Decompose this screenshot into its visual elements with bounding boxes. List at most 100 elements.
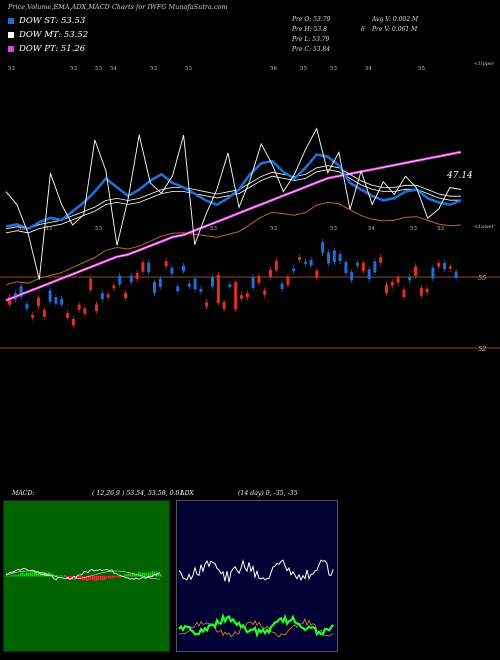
- macd-panel: [3, 500, 170, 652]
- macd-histogram-bar: [134, 573, 136, 577]
- bottom-tick-label: 53: [45, 226, 52, 232]
- macd-histogram-bar: [56, 575, 58, 577]
- candle-body: [66, 313, 69, 318]
- candle-body: [193, 278, 197, 290]
- candle-body: [153, 281, 156, 294]
- macd-histogram-bar: [106, 576, 108, 579]
- macd-histogram-bar: [128, 573, 130, 577]
- candle-body: [402, 289, 406, 297]
- candle-body: [129, 275, 133, 283]
- adx-chart: [178, 559, 334, 638]
- macd-histogram-bar: [44, 571, 46, 577]
- candle-body: [327, 252, 330, 264]
- candle-body: [385, 284, 388, 294]
- candle-body: [274, 260, 278, 271]
- stat-pre-high: Pre H: 53.8: [292, 26, 327, 33]
- macd-title: MACD:: [12, 490, 35, 497]
- macd-histogram-bar: [28, 572, 30, 577]
- macd-line: [5, 568, 161, 581]
- candle-body: [367, 269, 371, 280]
- top-tick-label: 55: [418, 66, 425, 72]
- candle-body: [48, 290, 52, 302]
- bottom-tick-label: 54: [368, 226, 375, 232]
- macd-histogram-bar: [8, 576, 10, 577]
- bottom-tick-label: 53: [270, 226, 277, 232]
- candle-body: [42, 309, 46, 317]
- price-line: [5, 127, 462, 280]
- macd-histogram-bar: [36, 572, 38, 577]
- candle-body: [437, 262, 441, 267]
- macd-histogram-bar: [20, 572, 22, 577]
- stat-pre-volume: Pre V: 0.061 M: [372, 26, 418, 33]
- candle-body: [332, 250, 336, 263]
- adx-minus-di-line: [178, 617, 334, 638]
- macd-histogram-bar: [84, 576, 86, 581]
- stat-count: 6: [361, 26, 365, 33]
- candle-body: [187, 283, 191, 287]
- macd-histogram-bar: [144, 572, 146, 577]
- macd-histogram-bar: [52, 573, 54, 577]
- macd-histogram-bar: [130, 573, 132, 577]
- candle-body: [176, 286, 180, 292]
- macd-histogram-bar: [32, 572, 34, 577]
- upper-band-label: <Upper: [474, 61, 495, 67]
- chart-labels: 55 52 <Upper <Lower 47.14 53 53 53 54 53 53 56 55 53 5…: [8, 61, 495, 353]
- macd-histogram-bar: [98, 576, 100, 581]
- candle-body: [205, 302, 209, 307]
- macd-histogram-bar: [62, 575, 64, 577]
- macd-histogram-bar: [18, 574, 20, 577]
- macd-histogram-bar: [154, 571, 156, 577]
- candles: [8, 238, 458, 329]
- macd-histogram-bar: [82, 576, 84, 581]
- macd-histogram-bar: [64, 575, 66, 577]
- candle-body: [147, 262, 151, 273]
- macd-histogram-bar: [142, 572, 144, 577]
- candle-body: [350, 272, 354, 281]
- dow-pt-outline: [5, 151, 462, 301]
- candle-body: [361, 262, 365, 272]
- macd-histogram-bar: [94, 576, 96, 581]
- candle-body: [373, 261, 377, 273]
- macd-histogram-bar: [100, 576, 102, 580]
- bottom-tick-label: 53: [330, 226, 337, 232]
- macd-histogram-bar: [30, 572, 32, 577]
- macd-histogram-bar: [14, 574, 16, 577]
- top-tick-label: 53: [185, 66, 192, 72]
- candle-body: [448, 266, 452, 269]
- adx-params: (14 day) 0, -35, -35: [238, 490, 298, 497]
- top-tick-label: 53: [8, 66, 15, 72]
- candle-body: [106, 294, 110, 298]
- top-tick-label: 56: [270, 66, 277, 72]
- macd-histogram-bar: [54, 574, 56, 577]
- macd-signal-line: [5, 570, 160, 580]
- macd-histogram-bar: [80, 576, 82, 580]
- candle-body: [286, 276, 290, 286]
- candle-body: [54, 297, 58, 304]
- candle-body: [182, 265, 185, 272]
- price-chart: 55 52 <Upper <Lower 47.14 53 53 53 54 53 53 56 55 53 5…: [0, 61, 500, 353]
- macd-histogram-bar: [118, 576, 120, 578]
- top-tick-label: 53: [150, 66, 157, 72]
- macd-histogram-bar: [152, 571, 154, 577]
- candle-body: [379, 257, 383, 263]
- candle-body: [309, 259, 313, 266]
- macd-histogram-bar: [92, 576, 94, 581]
- macd-histogram-bar: [126, 573, 128, 577]
- candle-body: [158, 278, 162, 288]
- legend-swatch-icon: [8, 45, 14, 52]
- candle-body: [170, 267, 174, 274]
- candle-body: [356, 262, 359, 266]
- macd-histogram-bar: [146, 572, 148, 577]
- macd-histogram-bar: [148, 572, 150, 577]
- stat-avg-volume: Avg V: 0.002 M: [372, 16, 419, 23]
- dow-pt-line: [5, 150, 462, 302]
- bottom-tick-label: 53: [410, 226, 417, 232]
- macd-histogram-bar: [78, 576, 80, 579]
- candle-body: [280, 283, 284, 290]
- macd-histogram-bar: [6, 575, 8, 577]
- macd-histogram-bar: [112, 576, 114, 578]
- dow-st-line: [5, 153, 462, 231]
- candle-body: [19, 286, 23, 297]
- macd-histogram-bar: [16, 574, 18, 577]
- macd-histogram-bar: [96, 576, 98, 581]
